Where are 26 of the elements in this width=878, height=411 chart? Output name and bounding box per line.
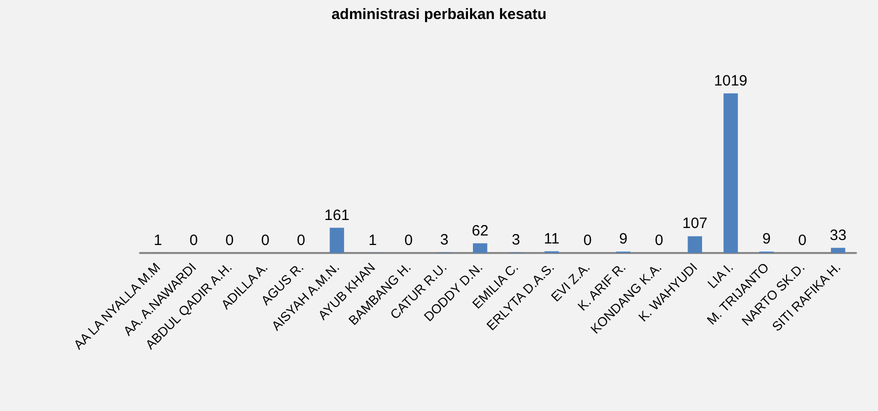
data-label: 9 — [762, 230, 771, 248]
data-label: 3 — [512, 232, 520, 249]
bar — [830, 248, 846, 253]
data-label: 0 — [261, 232, 270, 249]
data-label: 0 — [798, 232, 806, 249]
data-label: 0 — [296, 232, 306, 249]
data-label: 33 — [830, 226, 846, 244]
bar — [724, 93, 738, 253]
data-label: 3 — [440, 232, 448, 249]
data-label: 9 — [619, 230, 628, 248]
data-label: 0 — [404, 232, 413, 249]
bar — [688, 236, 702, 253]
data-label: 1 — [368, 232, 377, 249]
data-label: 0 — [225, 232, 234, 249]
data-label: 62 — [472, 222, 488, 240]
bar — [472, 243, 488, 253]
data-label: 0 — [583, 232, 592, 249]
bar — [330, 228, 344, 253]
data-label: 1019 — [714, 72, 748, 90]
data-label: 107 — [682, 215, 708, 232]
data-label: 161 — [324, 206, 350, 224]
data-label: 0 — [190, 232, 198, 249]
data-label: 0 — [654, 232, 664, 249]
data-label: 1 — [154, 232, 162, 249]
chart-title: administrasi perbaikan kesatu — [331, 6, 547, 23]
data-label: 11 — [544, 230, 560, 248]
